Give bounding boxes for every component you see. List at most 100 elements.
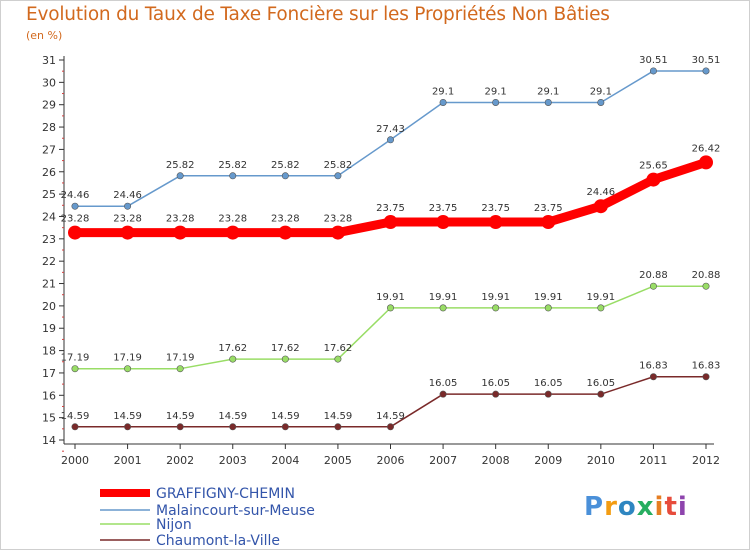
x-tick-label: 2005 <box>324 454 352 467</box>
data-point-chaumont-la-ville <box>281 423 289 431</box>
x-tick-label: 2004 <box>271 454 299 467</box>
data-label-chaumont-la-ville: 16.05 <box>534 378 563 389</box>
data-label-graffigny-chemin: 23.75 <box>429 203 458 214</box>
data-label-malaincourt-sur-meuse: 25.82 <box>166 160 195 171</box>
data-point-chaumont-la-ville <box>71 423 79 431</box>
data-point-malaincourt-sur-meuse <box>544 98 552 106</box>
data-label-graffigny-chemin: 23.28 <box>218 214 247 225</box>
data-label-chaumont-la-ville: 14.59 <box>271 411 300 422</box>
data-label-chaumont-la-ville: 14.59 <box>324 411 353 422</box>
y-tick-label: 16 <box>42 389 56 402</box>
data-label-chaumont-la-ville: 14.59 <box>166 411 195 422</box>
data-point-malaincourt-sur-meuse <box>649 67 657 75</box>
data-point-chaumont-la-ville <box>597 390 605 398</box>
data-point-nijon <box>544 304 552 312</box>
data-label-chaumont-la-ville: 14.59 <box>218 411 247 422</box>
data-point-graffigny-chemin <box>225 225 240 240</box>
data-label-malaincourt-sur-meuse: 27.43 <box>376 124 405 135</box>
y-tick-label: 25 <box>42 188 56 201</box>
data-point-chaumont-la-ville <box>702 373 710 381</box>
data-point-malaincourt-sur-meuse <box>281 172 289 180</box>
legend-label-graffigny-chemin: GRAFFIGNY-CHEMIN <box>156 486 295 502</box>
data-label-malaincourt-sur-meuse: 30.51 <box>692 55 721 66</box>
y-tick-label: 27 <box>42 143 56 156</box>
data-label-graffigny-chemin: 23.75 <box>534 203 563 214</box>
data-label-graffigny-chemin: 23.28 <box>166 214 195 225</box>
data-label-nijon: 17.19 <box>61 353 90 364</box>
y-tick-label: 24 <box>42 210 56 223</box>
data-label-chaumont-la-ville: 16.05 <box>587 378 616 389</box>
data-point-chaumont-la-ville <box>492 390 500 398</box>
data-point-nijon <box>176 365 184 373</box>
data-point-malaincourt-sur-meuse <box>124 202 132 210</box>
y-tick-label: 15 <box>42 412 56 425</box>
data-label-nijon: 17.19 <box>166 353 195 364</box>
legend-label-chaumont-la-ville: Chaumont-la-Ville <box>156 533 280 549</box>
proxiti-logo: Proxiti <box>584 492 688 522</box>
data-label-malaincourt-sur-meuse: 25.82 <box>271 160 300 171</box>
data-point-chaumont-la-ville <box>176 423 184 431</box>
data-point-malaincourt-sur-meuse <box>597 98 605 106</box>
data-point-nijon <box>229 355 237 363</box>
data-point-graffigny-chemin <box>541 215 556 230</box>
data-label-nijon: 20.88 <box>692 270 721 281</box>
legend-label-nijon: Nijon <box>156 517 192 533</box>
data-label-chaumont-la-ville: 14.59 <box>61 411 90 422</box>
data-point-graffigny-chemin <box>330 225 345 240</box>
data-label-nijon: 17.62 <box>218 343 247 354</box>
x-tick-label: 2008 <box>482 454 510 467</box>
data-label-nijon: 17.62 <box>271 343 300 354</box>
data-label-malaincourt-sur-meuse: 25.82 <box>324 160 353 171</box>
data-point-graffigny-chemin <box>593 199 608 214</box>
data-label-nijon: 19.91 <box>376 292 405 303</box>
data-point-malaincourt-sur-meuse <box>176 172 184 180</box>
data-point-chaumont-la-ville <box>124 423 132 431</box>
x-tick-label: 2009 <box>534 454 562 467</box>
data-point-graffigny-chemin <box>68 225 82 240</box>
data-point-nijon <box>124 365 132 373</box>
data-point-nijon <box>492 304 500 312</box>
x-tick-label: 2000 <box>61 454 89 467</box>
data-label-malaincourt-sur-meuse: 29.1 <box>432 86 454 97</box>
data-label-nijon: 19.91 <box>534 292 563 303</box>
y-tick-label: 17 <box>42 367 56 380</box>
data-point-graffigny-chemin <box>120 225 135 240</box>
data-label-graffigny-chemin: 25.65 <box>639 161 668 172</box>
data-label-chaumont-la-ville: 16.83 <box>692 361 721 372</box>
data-label-nijon: 19.91 <box>481 292 510 303</box>
x-tick-label: 2011 <box>639 454 667 467</box>
data-label-chaumont-la-ville: 14.59 <box>113 411 142 422</box>
data-label-nijon: 19.91 <box>587 292 616 303</box>
data-point-nijon <box>702 282 710 290</box>
y-tick-label: 18 <box>42 345 56 358</box>
data-label-chaumont-la-ville: 16.05 <box>429 378 458 389</box>
data-point-graffigny-chemin <box>436 215 451 230</box>
y-tick-label: 31 <box>42 54 56 67</box>
data-point-chaumont-la-ville <box>386 423 394 431</box>
data-label-malaincourt-sur-meuse: 25.82 <box>218 160 247 171</box>
data-label-chaumont-la-ville: 14.59 <box>376 411 405 422</box>
y-tick-label: 22 <box>42 255 56 268</box>
y-tick-label: 30 <box>42 76 56 89</box>
x-tick-label: 2010 <box>587 454 615 467</box>
data-label-graffigny-chemin: 24.46 <box>587 187 616 198</box>
y-tick-label: 20 <box>42 300 56 313</box>
data-label-chaumont-la-ville: 16.83 <box>639 361 668 372</box>
y-tick-label: 26 <box>42 166 56 179</box>
data-point-graffigny-chemin <box>173 225 188 240</box>
data-label-nijon: 17.62 <box>324 343 353 354</box>
y-tick-label: 21 <box>42 278 56 291</box>
data-label-malaincourt-sur-meuse: 24.46 <box>113 190 142 201</box>
x-tick-label: 2003 <box>219 454 247 467</box>
data-label-nijon: 20.88 <box>639 270 668 281</box>
data-point-graffigny-chemin <box>699 155 713 170</box>
data-point-graffigny-chemin <box>383 215 398 230</box>
chart-title: Evolution du Taux de Taxe Foncière sur l… <box>26 4 610 25</box>
data-point-chaumont-la-ville <box>334 423 342 431</box>
data-point-nijon <box>71 365 79 373</box>
data-label-graffigny-chemin: 23.28 <box>113 214 142 225</box>
data-label-graffigny-chemin: 26.42 <box>692 143 721 154</box>
data-label-malaincourt-sur-meuse: 30.51 <box>639 55 668 66</box>
